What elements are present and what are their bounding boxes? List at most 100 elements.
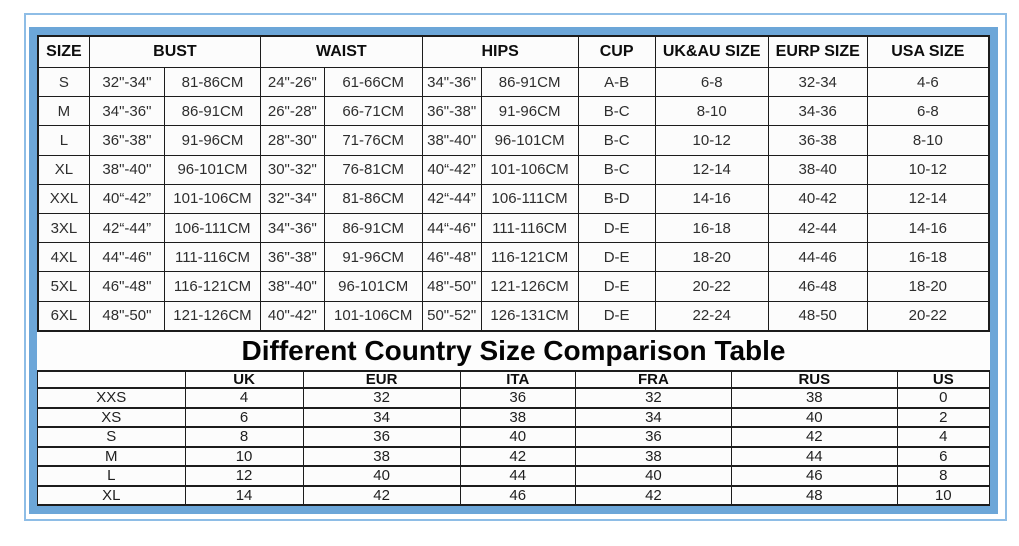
hips-cm-cell: 116-121CM [480,242,579,273]
ukau-cell: 8-10 [654,96,769,127]
bust-cm-cell: 86-91CM [163,96,262,127]
col-header-waist: WAIST [260,35,423,68]
size-cell: 3XL [37,212,90,244]
row-label-cell: M [37,445,186,467]
size-row-5xl: 5XL 46"-48" 116-121CM 38"-40" 96-101CM 4… [37,271,990,302]
size-row-4xl: 4XL 44"-46" 111-116CM 36"-38" 91-96CM 46… [37,242,990,273]
size-cell: 4XL [37,242,90,273]
rus-cell: 40 [730,406,898,428]
size-row-xl: XL 38"-40" 96-101CM 30"-32" 76-81CM 40“-… [37,154,990,185]
col-header-usa-size: USA SIZE [866,35,990,68]
chart-content: SIZE BUST WAIST HIPS CUP UK&AU SIZE EURP… [37,35,991,506]
usa-cell: 12-14 [866,183,990,214]
ukau-cell: 20-22 [654,271,769,302]
country-table-header-row: UK EUR ITA FRA RUS US [37,370,991,389]
size-row-s: S 32"-34" 81-86CM 24"-26" 61-66CM 34"-36… [37,66,990,98]
bust-in-cell: 46"-48" [88,271,165,302]
uk-cell: 14 [184,484,304,506]
eurp-cell: 34-36 [767,96,868,127]
fra-cell: 34 [574,406,732,428]
ukau-cell: 10-12 [654,125,769,156]
page-title: Different Country Size Comparison Table [37,332,990,370]
waist-cm-cell: 101-106CM [323,300,423,332]
ukau-cell: 14-16 [654,183,769,214]
cup-cell: B-C [577,125,656,156]
size-chart-table: SIZE BUST WAIST HIPS CUP UK&AU SIZE EURP… [37,35,990,332]
ita-cell: 44 [459,465,576,487]
eurp-cell: 48-50 [767,300,868,332]
waist-in-cell: 36"-38" [260,242,325,273]
country-size-table: UK EUR ITA FRA RUS US XXS 4 32 36 32 38 … [37,370,991,506]
bust-in-cell: 36"-38" [88,125,165,156]
row-label-cell: XXS [37,387,186,409]
col-header-ita: ITA [459,370,576,389]
uk-cell: 8 [184,426,304,448]
cup-cell: D-E [577,242,656,273]
row-label-cell: L [37,465,186,487]
uk-cell: 12 [184,465,304,487]
cup-cell: D-E [577,212,656,244]
eur-cell: 36 [302,426,461,448]
size-row-6xl: 6XL 48"-50" 121-126CM 40"-42" 101-106CM … [37,300,990,332]
size-cell: L [37,125,90,156]
eur-cell: 32 [302,387,461,409]
cup-cell: B-D [577,183,656,214]
waist-cm-cell: 96-101CM [323,271,423,302]
waist-cm-cell: 71-76CM [323,125,423,156]
country-row-xl: XL 14 42 46 42 48 10 [37,484,991,506]
bust-cm-cell: 96-101CM [163,154,262,185]
uk-cell: 4 [184,387,304,409]
bust-cm-cell: 106-111CM [163,212,262,244]
country-row-xs: XS 6 34 38 34 40 2 [37,406,991,428]
ukau-cell: 16-18 [654,212,769,244]
us-cell: 2 [896,406,991,428]
hips-in-cell: 40“-42” [421,154,482,185]
size-row-xxl: XXL 40“-42” 101-106CM 32"-34" 81-86CM 42… [37,183,990,214]
size-chart-header-row: SIZE BUST WAIST HIPS CUP UK&AU SIZE EURP… [37,35,990,68]
usa-cell: 6-8 [866,96,990,127]
cup-cell: D-E [577,271,656,302]
bust-in-cell: 32"-34" [88,66,165,98]
rus-cell: 44 [730,445,898,467]
eur-cell: 42 [302,484,461,506]
fra-cell: 38 [574,445,732,467]
waist-in-cell: 26"-28" [260,96,325,127]
usa-cell: 18-20 [866,271,990,302]
fra-cell: 36 [574,426,732,448]
country-row-l: L 12 40 44 40 46 8 [37,465,991,487]
col-header-eur: EUR [302,370,461,389]
ita-cell: 36 [459,387,576,409]
hips-in-cell: 44“-46" [421,212,482,244]
size-cell: 5XL [37,271,90,302]
ukau-cell: 6-8 [654,66,769,98]
eur-cell: 40 [302,465,461,487]
ita-cell: 40 [459,426,576,448]
row-label-cell: XS [37,406,186,428]
fra-cell: 40 [574,465,732,487]
bust-in-cell: 44"-46" [88,242,165,273]
usa-cell: 14-16 [866,212,990,244]
usa-cell: 10-12 [866,154,990,185]
row-label-cell: S [37,426,186,448]
hips-cm-cell: 96-101CM [480,125,579,156]
bust-cm-cell: 111-116CM [163,242,262,273]
waist-cm-cell: 61-66CM [323,66,423,98]
size-row-3xl: 3XL 42“-44” 106-111CM 34"-36" 86-91CM 44… [37,212,990,244]
eurp-cell: 42-44 [767,212,868,244]
col-header-hips: HIPS [421,35,579,68]
cup-cell: B-C [577,154,656,185]
hips-in-cell: 46"-48" [421,242,482,273]
country-row-xxs: XXS 4 32 36 32 38 0 [37,387,991,409]
ita-cell: 46 [459,484,576,506]
row-label-cell: XL [37,484,186,506]
hips-cm-cell: 86-91CM [480,66,579,98]
fra-cell: 32 [574,387,732,409]
usa-cell: 4-6 [866,66,990,98]
eurp-cell: 32-34 [767,66,868,98]
bust-in-cell: 48"-50" [88,300,165,332]
country-row-m: M 10 38 42 38 44 6 [37,445,991,467]
bust-cm-cell: 121-126CM [163,300,262,332]
col-header-cup: CUP [577,35,656,68]
cup-cell: A-B [577,66,656,98]
size-cell: S [37,66,90,98]
